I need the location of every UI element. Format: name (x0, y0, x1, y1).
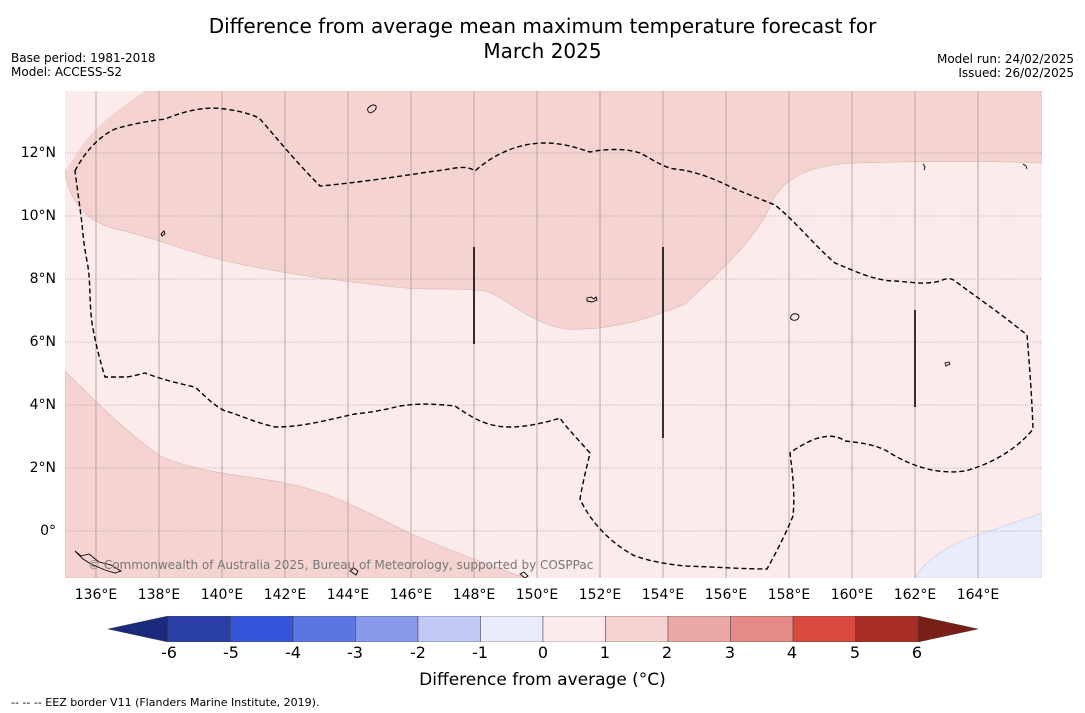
model-name: Model: ACCESS-S2 (11, 65, 123, 79)
copyright-notice: © Commonwealth of Australia 2025, Bureau… (88, 558, 594, 572)
model-run: Model run: 24/02/2025 (936, 52, 1074, 66)
eez-segments (473, 247, 916, 438)
anomaly-1-to-2-region-north (65, 91, 1042, 330)
lon-tick-142e: 142°E (263, 587, 307, 603)
anomaly-minus1-to-0-region (914, 512, 1042, 578)
island-bismarck (349, 567, 359, 576)
anomaly-1-to-2-region-southwest (65, 370, 526, 578)
anomaly-0-to-1-edge (65, 91, 145, 171)
meta-right: Model run: 24/02/2025 Issued: 26/02/2025 (937, 52, 1074, 80)
island-png-coast (74, 550, 123, 574)
eez-legend-note: -- -- -- EEZ border V11 (Flanders Marine… (11, 696, 320, 709)
lon-tick-144e: 144°E (326, 587, 370, 603)
lon-tick-158e: 158°E (767, 587, 811, 603)
coastlines (74, 104, 1028, 578)
lon-tick-164e: 164°E (956, 587, 1000, 603)
lat-tick-8n: 8°N (29, 271, 56, 287)
colorbar-label: 5 (849, 643, 861, 662)
colorbar (108, 616, 978, 642)
colorbar-cell (542, 616, 606, 642)
colorbar-label: 2 (661, 643, 673, 662)
colorbar-cell (292, 616, 356, 642)
colorbar-cell (855, 616, 919, 642)
lat-tick-4n: 4°N (29, 397, 56, 413)
lon-tick-136e: 136°E (74, 587, 118, 603)
colorbar-cell (480, 616, 544, 642)
lon-tick-154e: 154°E (641, 587, 685, 603)
island-marshall-east (1022, 163, 1028, 170)
eez-border (74, 107, 1034, 570)
graticule (65, 152, 1042, 532)
forecast-map (65, 91, 1042, 578)
lon-tick-140e: 140°E (200, 587, 244, 603)
meridians (95, 91, 979, 578)
colorbar-label: 4 (786, 643, 798, 662)
colorbar-cell (605, 616, 669, 642)
lon-tick-160e: 160°E (830, 587, 874, 603)
colorbar-label: -4 (285, 643, 301, 662)
lon-tick-138e: 138°E (137, 587, 181, 603)
colorbar-label: 6 (911, 643, 923, 662)
island-pohnpei (790, 313, 800, 321)
colorbar-title: Difference from average (°C) (419, 670, 666, 690)
island-bougainville (519, 571, 529, 578)
colorbar-label: -2 (410, 643, 426, 662)
lon-tick-148e: 148°E (452, 587, 496, 603)
lon-tick-146e: 146°E (389, 587, 433, 603)
colorbar-over-arrow (917, 616, 978, 642)
lat-tick-12n: 12°N (20, 145, 56, 161)
map-title: Difference from average mean maximum tem… (0, 14, 1085, 64)
island-yap (160, 230, 166, 237)
base-period: Base period: 1981-2018 (11, 51, 156, 65)
colorbar-cell (667, 616, 731, 642)
island-kosrae (944, 361, 951, 367)
colorbar-label: -6 (161, 643, 177, 662)
map-svg (65, 91, 1042, 578)
island-marianas (367, 104, 377, 114)
issued-date: Issued: 26/02/2025 (958, 66, 1074, 80)
colorbar-cell (167, 616, 231, 642)
colorbar-label: 0 (537, 643, 549, 662)
colorbar-cell (730, 616, 794, 642)
lon-tick-152e: 152°E (578, 587, 622, 603)
island-chuuk (586, 296, 598, 303)
lon-tick-162e: 162°E (893, 587, 937, 603)
lon-tick-156e: 156°E (704, 587, 748, 603)
lat-tick-6n: 6°N (29, 334, 56, 350)
colorbar-under-arrow (108, 616, 169, 642)
colorbar-cell (417, 616, 481, 642)
lon-tick-150e: 150°E (515, 587, 559, 603)
colorbar-label: -1 (472, 643, 488, 662)
colorbar-label: 3 (724, 643, 736, 662)
meta-left: Base period: 1981-2018 Model: ACCESS-S2 (11, 51, 156, 79)
island-marshall (922, 163, 926, 171)
colorbar-label: -5 (223, 643, 239, 662)
colorbar-label: -3 (347, 643, 363, 662)
colorbar-label: 1 (599, 643, 611, 662)
colorbar-cell (355, 616, 419, 642)
lat-tick-0: 0° (40, 523, 56, 539)
title-line-2: March 2025 (483, 39, 602, 63)
lat-tick-10n: 10°N (20, 208, 56, 224)
colorbar-cell (230, 616, 294, 642)
colorbar-cell (792, 616, 856, 642)
title-line-1: Difference from average mean maximum tem… (208, 14, 877, 38)
lat-tick-2n: 2°N (29, 460, 56, 476)
